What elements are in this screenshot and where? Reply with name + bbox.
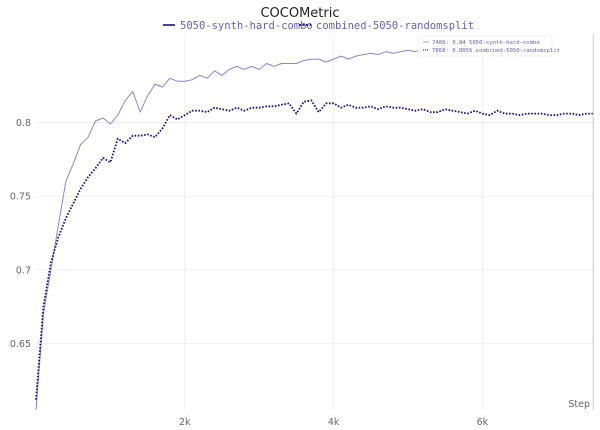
series-layer <box>35 45 594 411</box>
series-line-combined-5050-randomsplit[interactable] <box>35 99 594 400</box>
tooltip-entry-1: 7489: 0.84 5050-synth-hard-combo <box>432 40 540 46</box>
hover-tooltip: 7489: 0.84 5050-synth-hard-combo 7868: 0… <box>417 35 560 57</box>
x-axis-label: Step <box>568 399 590 410</box>
x-tick-label-0: 2k <box>179 417 191 428</box>
series-line-5050-synth-hard-combo[interactable] <box>35 45 453 411</box>
legend: 5050-synth-hard-combo combined-5050-rand… <box>163 20 474 32</box>
tooltip-entry-2: 7868: 0.8055 combined-5050-randomsplit <box>432 48 560 54</box>
x-tick-label-1: 4k <box>328 417 340 428</box>
tick-layer: 0.65 0.7 0.75 0.8 2k 4k 6k <box>10 118 489 428</box>
x-tick-label-2: 6k <box>477 417 489 428</box>
y-tick-label-3: 0.8 <box>16 118 31 129</box>
legend-item-combined-5050-randomsplit[interactable]: combined-5050-randomsplit <box>299 20 474 32</box>
legend-label-1: 5050-synth-hard-combo <box>180 20 313 32</box>
legend-label-2: combined-5050-randomsplit <box>316 20 474 32</box>
y-tick-label-1: 0.7 <box>16 265 31 276</box>
y-tick-label-2: 0.75 <box>10 192 31 203</box>
legend-item-5050-synth-hard-combo[interactable]: 5050-synth-hard-combo <box>163 20 313 32</box>
y-tick-label-0: 0.65 <box>10 339 31 350</box>
grid-layer <box>36 34 594 410</box>
chart-title: COCOMetric <box>260 6 339 21</box>
